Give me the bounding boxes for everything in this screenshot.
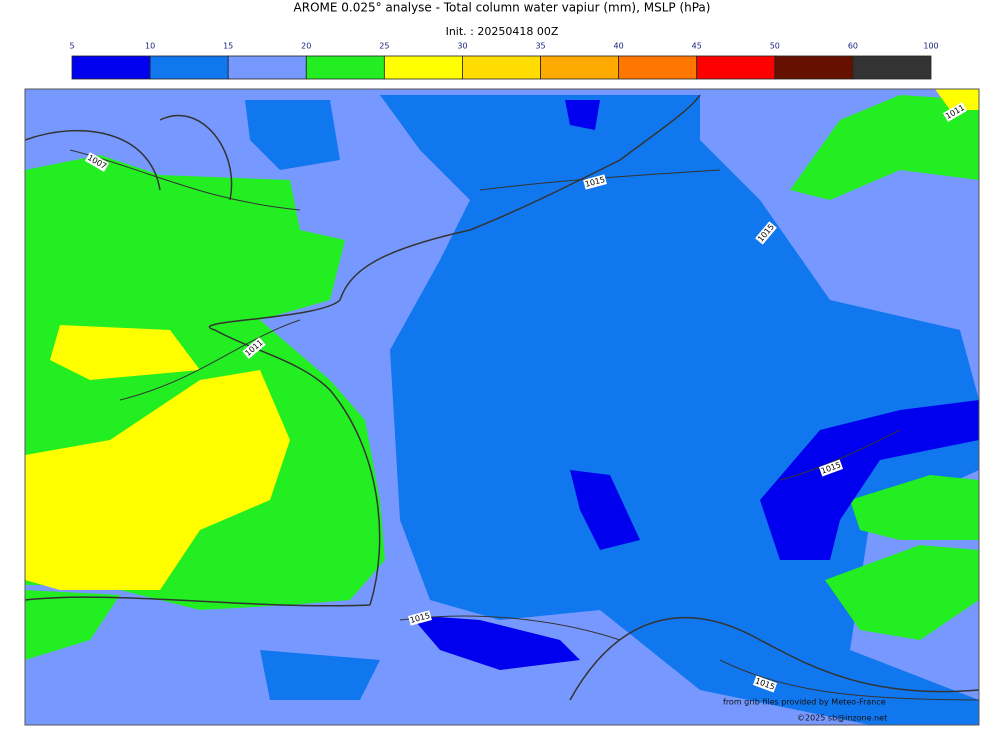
isobar-label-box [242, 337, 266, 359]
colorbar-tick-label: 10 [145, 42, 155, 51]
colorbar-segment [227, 55, 307, 80]
colorbar-segment [540, 55, 620, 80]
isobar-label-box [818, 459, 844, 477]
colorbar-tick-label: 50 [770, 42, 780, 51]
isobar-label-box [583, 174, 607, 190]
colorbar-tick-label: 40 [614, 42, 624, 51]
coastline [25, 94, 979, 701]
credit-source: from grib files provided by Meteo-France [723, 698, 886, 707]
isobar-label-box [752, 675, 778, 693]
colorbar-segment [462, 55, 541, 80]
isobar-label-box [755, 221, 777, 245]
isobar-label-box [84, 152, 110, 172]
isobar-label-box [942, 102, 968, 122]
colorbar: 5 10 15 20 25 30 35 40 45 50 60 100 [69, 42, 939, 80]
map-subtitle: Init. : 20250418 00Z [446, 25, 559, 38]
field-region [410, 100, 979, 670]
isobar-label: 1015 [583, 174, 607, 190]
colorbar-segment [383, 55, 463, 80]
colorbar-tick-label: 60 [848, 42, 858, 51]
isobar-label: 1015 [408, 610, 432, 626]
colorbar-tick-label: 20 [301, 42, 311, 51]
credit-copyright: ©2025 sb@inzone.net [797, 714, 887, 723]
isobar-label-box [408, 610, 432, 626]
colorbar-tick-label: 25 [379, 42, 389, 51]
colorbar-tick-label: 35 [535, 42, 545, 51]
colorbar-tick-label: 100 [923, 42, 938, 51]
map-title: AROME 0.025° analyse - Total column wate… [294, 1, 711, 15]
colorbar-segment [774, 55, 854, 80]
colorbar-segment [696, 55, 776, 80]
colorbar-segment [305, 55, 385, 80]
colorbar-segment [71, 55, 151, 80]
colorbar-tick-label: 30 [457, 42, 467, 51]
colorbar-segment [618, 55, 698, 80]
colorbar-tick-label: 45 [692, 42, 702, 51]
colorbar-tick-label: 15 [223, 42, 233, 51]
colorbar-tick-label: 5 [69, 42, 74, 51]
colorbar-segment [149, 55, 229, 80]
field-region [245, 95, 979, 725]
field-region [25, 89, 979, 590]
field-region [25, 95, 979, 660]
colorbar-segment [852, 55, 932, 80]
map-frame [24, 88, 980, 726]
